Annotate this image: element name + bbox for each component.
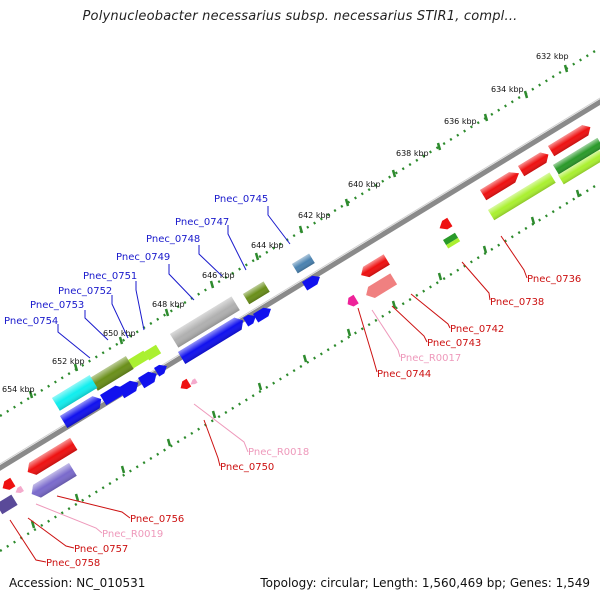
gene-block	[60, 396, 102, 428]
gene-label: Pnec_0745	[214, 194, 268, 205]
gene-label: Pnec_R0018	[248, 447, 309, 458]
tick-label: 646 kbp	[202, 271, 235, 280]
tick-label: 644 kbp	[251, 241, 284, 250]
gene-block	[100, 385, 124, 406]
gene-block	[138, 371, 157, 389]
gene-block	[170, 296, 240, 348]
tick-label: 638 kbp	[396, 149, 429, 158]
gene-label: Pnec_R0017	[400, 353, 461, 364]
gene-label: Pnec_0752	[58, 286, 112, 297]
tick-labels: 632 kbp 634 kbp 636 kbp 638 kbp 640 kbp …	[2, 52, 569, 394]
gene-block	[178, 317, 244, 364]
genome-backbone	[0, 97, 600, 471]
gene-block	[553, 137, 600, 175]
gene-label: Pnec_0747	[175, 217, 229, 228]
gene-block	[366, 273, 398, 298]
tick-label: 634 kbp	[491, 85, 524, 94]
gene-label: Pnec_0750	[220, 462, 274, 473]
gene-block	[0, 494, 18, 515]
gene-block	[347, 294, 359, 307]
gene-block	[488, 172, 556, 221]
gene-label: Pnec_0743	[427, 338, 481, 349]
gene-label: Pnec_0751	[83, 271, 137, 282]
gene-block	[154, 364, 167, 377]
gene-block	[2, 477, 16, 490]
tick-label: 652 kbp	[52, 357, 85, 366]
accession-text: Accession: NC_010531	[9, 576, 146, 590]
gene-block	[558, 149, 600, 185]
gene-block	[361, 254, 390, 278]
gene-label: Pnec_0757	[74, 544, 128, 555]
gene-label: Pnec_R0019	[102, 529, 163, 540]
gene-label: Pnec_0742	[450, 324, 504, 335]
gene-label: Pnec_0749	[116, 252, 170, 263]
tick-label: 648 kbp	[152, 300, 185, 309]
label-leaders	[9, 206, 528, 563]
gene-labels-forward: Pnec_0745 Pnec_0747 Pnec_0748 Pnec_0749 …	[4, 194, 268, 327]
tick-label: 632 kbp	[536, 52, 569, 61]
gene-block	[118, 380, 139, 399]
gene-block	[443, 232, 461, 249]
scale-dot-line-outer	[0, 46, 600, 418]
gene-block	[292, 253, 315, 274]
tick-label: 650 kbp	[103, 329, 136, 338]
gene-block	[548, 125, 591, 157]
gene-block	[144, 344, 162, 361]
gene-label: Pnec_0738	[490, 297, 544, 308]
gene-label: Pnec_0744	[377, 369, 431, 380]
gene-block	[253, 307, 271, 323]
tick-label: 636 kbp	[444, 117, 477, 126]
gene-block	[518, 152, 549, 177]
gene-label: Pnec_0736	[527, 274, 581, 285]
gene-label: Pnec_0754	[4, 316, 58, 327]
scale-dot-line-inner	[0, 181, 600, 553]
gene-block	[480, 172, 519, 201]
gene-block	[190, 378, 198, 385]
gene-features	[0, 125, 600, 515]
tick-label: 640 kbp	[348, 180, 381, 189]
gene-block	[180, 378, 192, 390]
gene-block	[52, 375, 98, 411]
gene-label: Pnec_0748	[146, 234, 200, 245]
gene-block	[31, 462, 77, 498]
major-ticks-inner	[30, 189, 581, 529]
gene-block	[439, 217, 453, 230]
gene-block	[27, 437, 78, 475]
gene-block	[128, 350, 149, 369]
map-title: Polynucleobacter necessarius subsp. nece…	[82, 9, 518, 24]
gene-block	[302, 275, 320, 291]
gene-label: Pnec_0753	[30, 300, 84, 311]
genome-summary-text: Topology: circular; Length: 1,560,469 bp…	[260, 576, 590, 590]
gene-block	[90, 356, 134, 391]
gene-label: Pnec_0756	[130, 514, 184, 525]
gene-block	[243, 281, 270, 305]
gene-labels-reverse: Pnec_0736 Pnec_0738 Pnec_0742 Pnec_0743 …	[46, 274, 581, 569]
major-ticks-outer	[28, 64, 569, 399]
gene-label: Pnec_0758	[46, 558, 100, 569]
tick-label: 642 kbp	[298, 211, 331, 220]
gene-block	[15, 485, 24, 494]
gene-block	[243, 314, 256, 327]
tick-label: 654 kbp	[2, 385, 35, 394]
